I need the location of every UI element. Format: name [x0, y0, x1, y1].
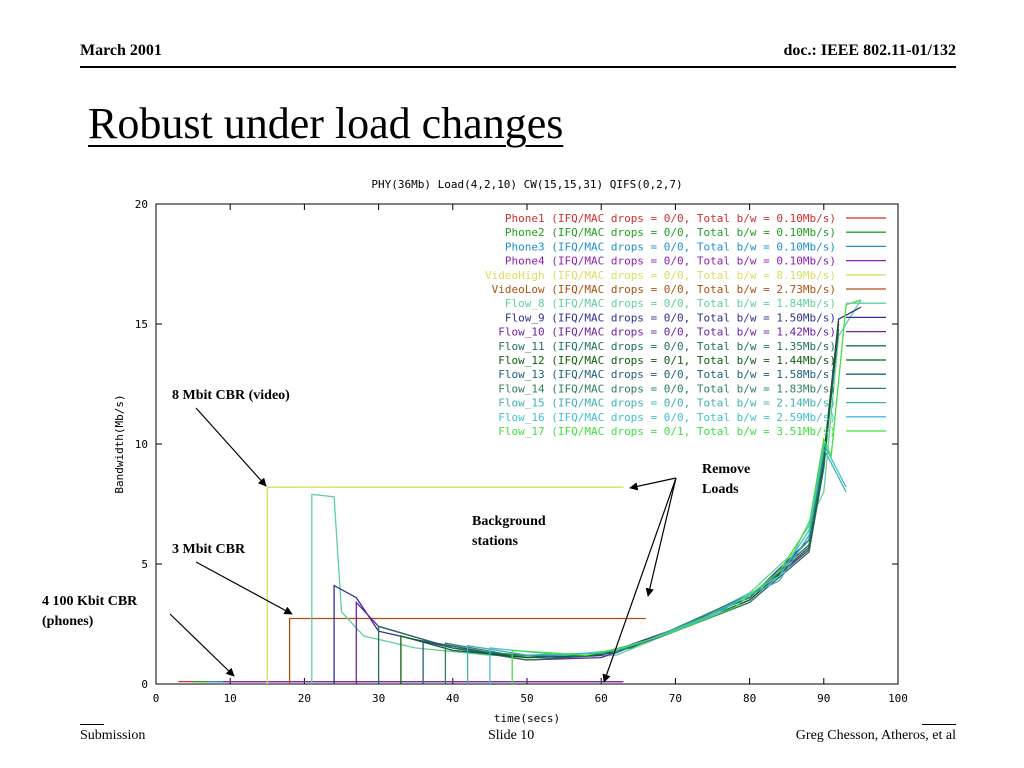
x-tick-label: 60	[595, 692, 608, 705]
x-tick-label: 0	[153, 692, 160, 705]
annotation-phones: 4 100 Kbit CBR (phones)	[42, 592, 137, 632]
annotation-remove-loads: Remove Loads	[702, 460, 750, 500]
header-date: March 2001	[80, 42, 162, 59]
y-axis-label: Bandwidth(Mb/s)	[113, 394, 126, 493]
legend-entry-label-15: Flow_16 (IFQ/MAC drops = 0/0, Total b/w …	[498, 411, 836, 424]
y-tick-label: 20	[135, 198, 148, 211]
annotation-3mbit-line-1: 3 Mbit CBR	[172, 542, 246, 557]
legend-entry-label-6: VideoLow (IFQ/MAC drops = 0/0, Total b/w…	[492, 283, 836, 296]
legend-entry-label-14: Flow_15 (IFQ/MAC drops = 0/0, Total b/w …	[498, 397, 836, 410]
slide-title: Robust under load changes	[88, 99, 564, 148]
footer-slide-number: Slide 10	[488, 728, 535, 743]
legend-entry-label-12: Flow_13 (IFQ/MAC drops = 0/0, Total b/w …	[498, 368, 836, 381]
annotation-background: Background stations	[472, 512, 546, 552]
annotation-8mbit-video: 8 Mbit CBR (video)	[172, 386, 290, 406]
header-doc-id: doc.: IEEE 802.11-01/132	[783, 42, 956, 59]
annotation-remove-loads-line-2: Loads	[702, 482, 739, 497]
legend-entry-label-7: Flow_8 (IFQ/MAC drops = 0/0, Total b/w =…	[505, 297, 836, 310]
series-line-6	[288, 617, 646, 684]
chart-title: PHY(36Mb) Load(4,2,10) CW(15,15,31) QIFS…	[371, 178, 682, 191]
x-tick-label: 100	[888, 692, 908, 705]
arrow-remove-phones	[602, 477, 677, 683]
x-tick-label: 30	[372, 692, 385, 705]
legend-entry-label-4: Phone4 (IFQ/MAC drops = 0/0, Total b/w =…	[505, 255, 836, 268]
footer-author: Greg Chesson, Atheros, et al	[795, 728, 956, 743]
legend-entry-label-1: Phone1 (IFQ/MAC drops = 0/0, Total b/w =…	[505, 212, 836, 225]
y-tick-label: 15	[135, 318, 148, 331]
x-tick-label: 20	[298, 692, 311, 705]
legend-entry-label-9: Flow_10 (IFQ/MAC drops = 0/0, Total b/w …	[498, 326, 836, 339]
x-tick-label: 80	[743, 692, 756, 705]
x-axis-label: time(secs)	[494, 712, 560, 725]
header-divider	[80, 66, 956, 68]
arrow-remove-video	[629, 477, 677, 491]
x-tick-label: 50	[520, 692, 533, 705]
arrow-video	[195, 407, 267, 487]
y-tick-label: 10	[135, 438, 148, 451]
annotation-background-line-1: Background	[472, 514, 546, 529]
footer-left-rule	[80, 724, 104, 725]
legend-entry-label-8: Flow_9 (IFQ/MAC drops = 0/0, Total b/w =…	[505, 311, 836, 324]
arrow-3mbit	[195, 561, 293, 615]
annotation-arrows	[169, 407, 677, 683]
legend-entry-label-3: Phone3 (IFQ/MAC drops = 0/0, Total b/w =…	[505, 240, 836, 253]
annotation-phones-line-2: (phones)	[42, 614, 94, 629]
arrow-remove-3mbit	[645, 477, 677, 597]
series-line-5	[266, 486, 624, 684]
legend-entry-label-2: Phone2 (IFQ/MAC drops = 0/0, Total b/w =…	[505, 226, 836, 239]
annotation-background-line-2: stations	[472, 534, 518, 549]
legend: Phone1 (IFQ/MAC drops = 0/0, Total b/w =…	[485, 212, 886, 438]
series-line-16	[511, 299, 862, 684]
footer-submission: Submission	[80, 728, 146, 743]
x-tick-label: 70	[669, 692, 682, 705]
annotation-8mbit-video-line-1: 8 Mbit CBR (video)	[172, 388, 290, 403]
annotation-3mbit: 3 Mbit CBR	[172, 540, 245, 560]
legend-entry-label-10: Flow_11 (IFQ/MAC drops = 0/0, Total b/w …	[498, 340, 836, 353]
x-tick-label: 90	[817, 692, 830, 705]
annotation-remove-loads-line-1: Remove	[702, 462, 751, 477]
annotation-phones-line-1: 4 100 Kbit CBR	[42, 594, 138, 609]
y-tick-label: 5	[141, 558, 148, 571]
legend-entry-label-16: Flow_17 (IFQ/MAC drops = 0/1, Total b/w …	[498, 425, 836, 438]
series-group	[178, 299, 862, 684]
footer-right-rule	[922, 724, 956, 725]
series-line-14	[466, 446, 847, 684]
y-tick-label: 0	[141, 678, 148, 691]
arrow-phones	[169, 613, 235, 677]
x-tick-label: 40	[446, 692, 459, 705]
legend-entry-label-11: Flow_12 (IFQ/MAC drops = 0/1, Total b/w …	[498, 354, 836, 367]
x-tick-label: 10	[224, 692, 237, 705]
legend-entry-label-5: VideoHigh (IFQ/MAC drops = 0/0, Total b/…	[485, 269, 836, 282]
legend-entry-label-13: Flow_14 (IFQ/MAC drops = 0/0, Total b/w …	[498, 382, 836, 395]
